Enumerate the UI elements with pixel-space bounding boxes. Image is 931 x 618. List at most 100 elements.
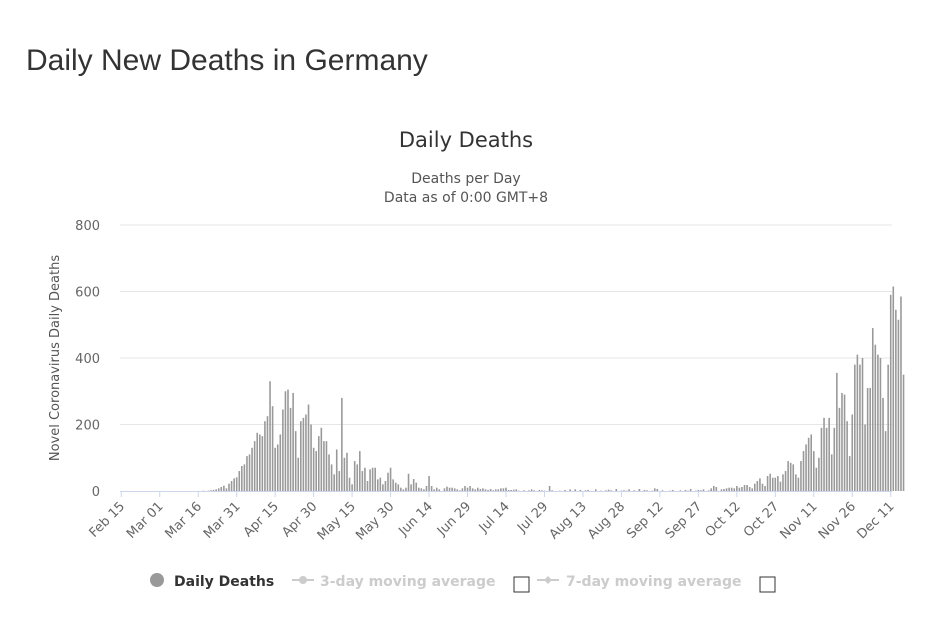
bar[interactable] bbox=[728, 487, 730, 491]
bar[interactable] bbox=[405, 487, 407, 491]
bar[interactable] bbox=[246, 456, 248, 491]
bar[interactable] bbox=[371, 467, 374, 491]
bar[interactable] bbox=[502, 488, 505, 491]
bar[interactable] bbox=[328, 454, 330, 491]
bar[interactable] bbox=[379, 477, 382, 491]
bar[interactable] bbox=[895, 309, 897, 491]
bar[interactable] bbox=[610, 490, 612, 491]
bar[interactable] bbox=[479, 489, 482, 491]
bar[interactable] bbox=[294, 431, 297, 491]
bar[interactable] bbox=[594, 489, 597, 491]
bar[interactable] bbox=[507, 490, 510, 491]
bar[interactable] bbox=[430, 486, 433, 491]
bar[interactable] bbox=[274, 447, 276, 491]
bar[interactable] bbox=[725, 488, 728, 491]
bar[interactable] bbox=[258, 434, 261, 491]
bar[interactable] bbox=[310, 424, 312, 492]
bar[interactable] bbox=[271, 406, 274, 491]
checkbox-3-day-average[interactable] bbox=[513, 576, 530, 593]
bar[interactable] bbox=[418, 487, 420, 491]
bar[interactable] bbox=[900, 296, 902, 491]
bar[interactable] bbox=[315, 451, 317, 491]
bar[interactable] bbox=[212, 490, 215, 491]
bar[interactable] bbox=[366, 481, 369, 491]
bar[interactable] bbox=[879, 358, 882, 491]
bar[interactable] bbox=[333, 474, 335, 492]
bar[interactable] bbox=[320, 427, 323, 491]
bar[interactable] bbox=[317, 436, 320, 491]
bar[interactable] bbox=[369, 469, 371, 491]
bar[interactable] bbox=[702, 489, 705, 491]
bar[interactable] bbox=[874, 344, 877, 491]
bar[interactable] bbox=[420, 488, 423, 491]
bar[interactable] bbox=[761, 483, 764, 491]
bar[interactable] bbox=[846, 421, 848, 491]
bar[interactable] bbox=[220, 487, 223, 491]
bar[interactable] bbox=[887, 364, 889, 491]
bar[interactable] bbox=[720, 489, 723, 491]
bar[interactable] bbox=[671, 490, 674, 491]
bar[interactable] bbox=[512, 489, 515, 491]
bar[interactable] bbox=[605, 490, 607, 491]
bar[interactable] bbox=[884, 431, 887, 491]
bar[interactable] bbox=[264, 421, 266, 491]
bar[interactable] bbox=[628, 489, 630, 491]
bar[interactable] bbox=[279, 434, 282, 491]
bar[interactable] bbox=[276, 444, 279, 491]
bar[interactable] bbox=[646, 490, 648, 491]
bar[interactable] bbox=[661, 490, 664, 491]
bar[interactable] bbox=[494, 489, 497, 491]
bar[interactable] bbox=[541, 490, 543, 491]
bar[interactable] bbox=[743, 485, 746, 491]
bar[interactable] bbox=[869, 387, 871, 491]
bar[interactable] bbox=[228, 483, 230, 491]
bar[interactable] bbox=[489, 489, 492, 491]
bar[interactable] bbox=[233, 478, 235, 491]
bar[interactable] bbox=[425, 486, 428, 491]
legend-item-3-day-average[interactable]: 3-day moving average bbox=[292, 574, 496, 590]
bar[interactable] bbox=[833, 427, 836, 491]
bar[interactable] bbox=[756, 481, 759, 491]
bar[interactable] bbox=[836, 372, 838, 491]
bar[interactable] bbox=[828, 417, 830, 491]
bar[interactable] bbox=[253, 441, 256, 492]
bar[interactable] bbox=[871, 328, 874, 491]
bar[interactable] bbox=[861, 358, 864, 491]
bar[interactable] bbox=[771, 477, 774, 491]
bar[interactable] bbox=[451, 487, 453, 491]
bar[interactable] bbox=[376, 479, 379, 491]
bar[interactable] bbox=[797, 477, 800, 491]
bar[interactable] bbox=[217, 488, 220, 491]
bar[interactable] bbox=[248, 454, 251, 491]
bar[interactable] bbox=[474, 489, 477, 491]
bar[interactable] bbox=[897, 319, 900, 491]
bar[interactable] bbox=[802, 451, 805, 491]
bar[interactable] bbox=[777, 476, 779, 491]
bar[interactable] bbox=[330, 464, 333, 491]
bar[interactable] bbox=[787, 461, 789, 491]
bar[interactable] bbox=[238, 471, 241, 491]
bar[interactable] bbox=[225, 488, 228, 491]
bar[interactable] bbox=[866, 387, 869, 491]
bar[interactable] bbox=[653, 488, 656, 491]
bar[interactable] bbox=[289, 407, 292, 492]
bar[interactable] bbox=[302, 417, 305, 491]
bar[interactable] bbox=[407, 473, 410, 491]
bar[interactable] bbox=[415, 482, 418, 491]
bar[interactable] bbox=[877, 354, 879, 491]
bar[interactable] bbox=[523, 490, 525, 491]
bar[interactable] bbox=[341, 397, 343, 491]
bar[interactable] bbox=[387, 472, 389, 491]
bar[interactable] bbox=[679, 490, 682, 491]
bar[interactable] bbox=[710, 488, 712, 491]
bar[interactable] bbox=[607, 489, 610, 491]
bar[interactable] bbox=[400, 487, 402, 491]
bar[interactable] bbox=[753, 483, 756, 491]
bar[interactable] bbox=[269, 381, 271, 491]
bar[interactable] bbox=[453, 488, 456, 491]
bar[interactable] bbox=[497, 489, 500, 491]
bar[interactable] bbox=[584, 490, 587, 491]
bar[interactable] bbox=[684, 490, 687, 491]
checkbox-7-day-average[interactable] bbox=[759, 576, 776, 593]
bar[interactable] bbox=[423, 489, 425, 491]
